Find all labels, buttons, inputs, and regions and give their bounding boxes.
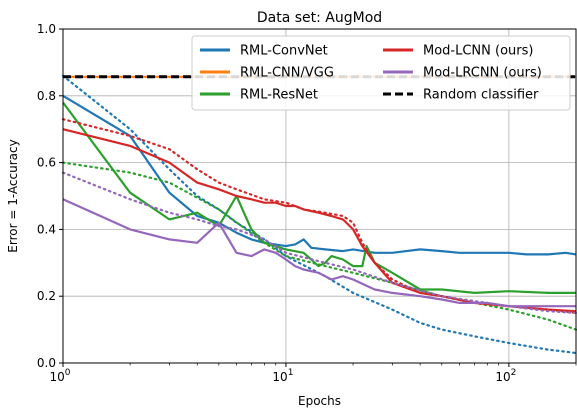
legend-box xyxy=(191,35,571,111)
legend-label: RML-ResNet xyxy=(240,88,318,103)
series-line-9 xyxy=(61,171,577,314)
legend-label: Mod-LCNN (ours) xyxy=(423,44,533,59)
x-tick-base: 10 xyxy=(272,370,287,384)
legend-label: RML-CNN/VGG xyxy=(240,66,334,81)
y-tick-label: 0.8 xyxy=(37,89,56,103)
plot-frame xyxy=(62,28,577,364)
y-tick-label: 0.4 xyxy=(37,222,56,236)
y-tick-label: 0.2 xyxy=(37,289,56,303)
series-line-6 xyxy=(62,128,577,313)
series-line-2 xyxy=(62,94,577,256)
y-tick-label: 0.0 xyxy=(37,356,56,370)
x-tick-exponent: 1 xyxy=(288,368,294,378)
y-axis-label: Error = 1-Accuracy xyxy=(6,139,20,252)
series-line-7 xyxy=(61,118,577,314)
y-tick-label: 1.0 xyxy=(37,22,56,36)
legend-label: Random classifier xyxy=(423,88,539,103)
series-line-3 xyxy=(61,74,577,355)
x-tick-base: 10 xyxy=(49,370,64,384)
y-tick-label: 0.6 xyxy=(37,156,56,170)
x-tick-label: 100 xyxy=(49,368,70,384)
x-tick-exponent: 0 xyxy=(65,368,71,378)
x-tick-base: 10 xyxy=(495,370,510,384)
x-tick-exponent: 2 xyxy=(511,368,517,378)
plot-area xyxy=(61,74,577,355)
series-line-5 xyxy=(61,161,577,331)
legend: RML-ConvNet RML-CNN/VGG RML-ResNet Mod-LCNN… xyxy=(191,35,571,111)
chart-title: Data set: AugMod xyxy=(257,10,382,26)
legend-label: Mod-LRCNN (ours) xyxy=(423,66,542,81)
legend-label: RML-ConvNet xyxy=(240,44,328,59)
series-line-8 xyxy=(62,198,576,308)
x-axis-label: Epochs xyxy=(298,394,341,408)
x-tick-label: 102 xyxy=(495,368,516,384)
x-tick-label: 101 xyxy=(272,368,293,384)
